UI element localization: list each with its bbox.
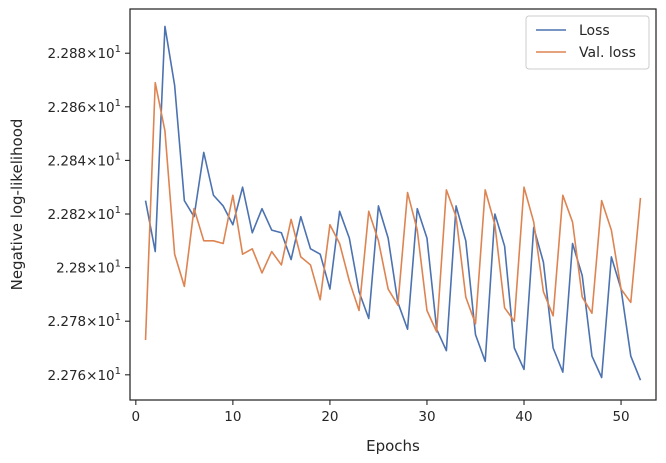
y-axis-label: Negative log-likelihood [8,119,26,291]
x-tick-label: 40 [515,409,532,425]
series-layer [144,25,642,381]
legend-label-val-loss: Val. loss [579,45,636,61]
y-tick-label: 2.28×101 [56,259,121,277]
x-tick-label: 50 [612,409,629,425]
plot-area [129,8,657,401]
y-tick-label: 2.278×101 [47,312,121,330]
y-tick-label: 2.288×101 [47,44,121,62]
series-line-val-loss [144,81,642,341]
legend: Loss Val. loss [525,15,650,70]
x-axis-ticks: 0 10 20 30 40 50 [132,400,630,425]
x-axis-label: Epochs [366,437,420,455]
x-tick-label: 20 [321,409,338,425]
legend-label-loss: Loss [579,23,610,39]
y-tick-label: 2.276×101 [47,366,121,384]
x-tick-label: 0 [132,409,141,425]
y-axis-ticks: 2.276×101 2.278×101 2.28×101 2.282×101 2.284… [47,44,130,384]
y-tick-label: 2.282×101 [47,205,121,223]
x-tick-label: 10 [224,409,241,425]
y-tick-label: 2.284×101 [47,151,121,169]
plot-frame [129,8,657,401]
x-tick-label: 30 [418,409,435,425]
y-tick-label: 2.286×101 [47,98,121,116]
